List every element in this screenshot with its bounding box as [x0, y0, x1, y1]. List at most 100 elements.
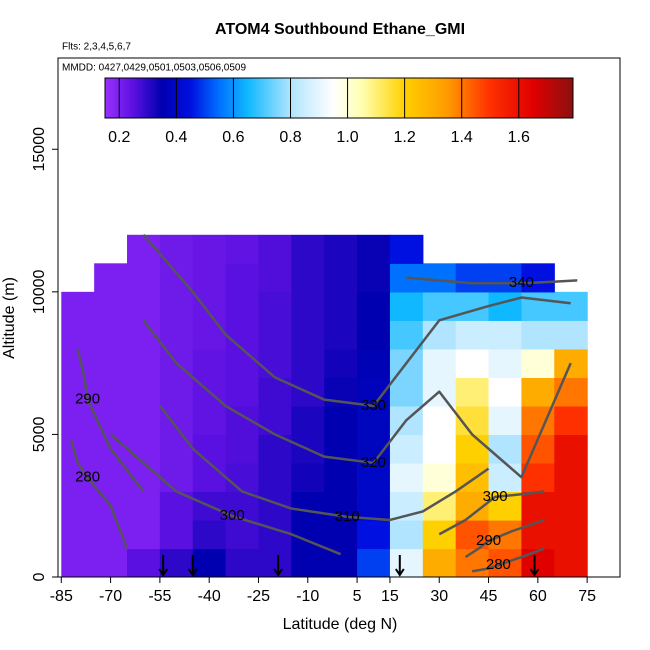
x-tick-label: 5: [353, 588, 362, 605]
x-tick-label: -70: [99, 588, 122, 605]
cell: [94, 291, 128, 321]
colorbar-tick-label: 1.2: [394, 129, 416, 146]
cell: [61, 405, 95, 436]
cell: [357, 291, 391, 321]
cell: [225, 519, 260, 550]
cell: [258, 234, 292, 264]
cell: [389, 462, 424, 493]
contour-label: 300: [483, 488, 508, 505]
cell: [291, 405, 325, 436]
cell: [127, 263, 161, 293]
cell: [192, 320, 227, 350]
cell: [258, 348, 292, 378]
cell: [225, 377, 260, 407]
cell: [488, 377, 523, 407]
cell: [127, 548, 161, 577]
cell: [127, 434, 161, 464]
cell: [127, 348, 161, 378]
cell: [94, 263, 128, 293]
x-tick-label: 30: [430, 588, 448, 605]
cell: [389, 519, 424, 550]
cell: [94, 405, 128, 436]
colorbar-tick-label: 1.6: [508, 129, 530, 146]
x-tick-label: 15: [381, 588, 399, 605]
flight-marker: [158, 555, 169, 577]
cell: [291, 548, 325, 577]
cell: [455, 348, 490, 378]
cell: [291, 462, 325, 493]
cell: [225, 405, 260, 436]
cell: [521, 491, 555, 521]
cell: [357, 234, 391, 264]
contour-line: [158, 405, 490, 522]
contour-label: 320: [361, 454, 386, 471]
cell: [324, 405, 358, 436]
cell: [61, 491, 95, 521]
cell: [159, 405, 194, 436]
cell: [159, 377, 194, 407]
flight-marker: [187, 555, 198, 577]
cell: [225, 462, 260, 493]
cell: [554, 462, 588, 493]
heatmap: [61, 234, 588, 577]
cell: [258, 462, 292, 493]
flight-marker: [273, 555, 284, 577]
cell: [225, 548, 260, 577]
cell: [488, 348, 523, 378]
cell: [225, 434, 260, 464]
cell: [455, 320, 490, 350]
cell: [127, 291, 161, 321]
colorbar-tick-label: 0.2: [108, 129, 130, 146]
cell: [291, 263, 325, 293]
contours: 340 330 320 310 300 300 290 290 280 280: [69, 233, 578, 573]
cell: [521, 462, 555, 493]
cell: [554, 320, 588, 350]
contour-label: 330: [361, 397, 386, 414]
cell: [291, 234, 325, 264]
cell: [225, 234, 260, 264]
cell: [357, 405, 391, 436]
y-tick-label: 10000: [31, 269, 48, 314]
annotation: Flts: 2,3,4,5,6,7: [62, 42, 131, 53]
cell: [389, 320, 424, 350]
y-tick-label: 5000: [31, 417, 48, 453]
cell: [422, 405, 457, 436]
flight-marker: [394, 555, 405, 577]
contour-label: 280: [486, 556, 511, 573]
cell: [159, 320, 194, 350]
cell: [389, 377, 424, 407]
plot-frame: [57, 57, 621, 578]
colorbar-tick-label: 0.8: [279, 129, 301, 146]
cell: [192, 548, 227, 577]
flight-marker: [529, 555, 540, 577]
cell: [61, 291, 95, 321]
cell: [159, 434, 194, 464]
cell: [61, 548, 95, 577]
cell: [455, 434, 490, 464]
annotation: MMDD: 0427,0429,0501,0503,0506,0509: [62, 63, 246, 74]
contour-line: [109, 433, 545, 556]
x-tick-label: -40: [198, 588, 221, 605]
cell: [291, 491, 325, 521]
y-tick-label: 0: [31, 572, 48, 581]
cell: [127, 519, 161, 550]
cell: [192, 234, 227, 264]
cell: [94, 320, 128, 350]
cell: [422, 548, 457, 577]
cell: [488, 462, 523, 493]
cell: [389, 548, 424, 577]
cell: [94, 462, 128, 493]
cell: [389, 234, 424, 264]
cell: [127, 405, 161, 436]
contour-line: [69, 439, 545, 573]
cell: [291, 291, 325, 321]
colorbar-tick-label: 0.6: [222, 129, 244, 146]
cell: [521, 519, 555, 550]
cell: [324, 291, 358, 321]
cell: [94, 348, 128, 378]
cell: [554, 519, 588, 550]
y-tick-label: 15000: [31, 127, 48, 172]
cell: [258, 263, 292, 293]
cell: [554, 434, 588, 464]
overlay: -85 -70 -55 -40 -25 -10 5 15 30 45 60 75 0 5000 10000 1…: [31, 57, 621, 605]
